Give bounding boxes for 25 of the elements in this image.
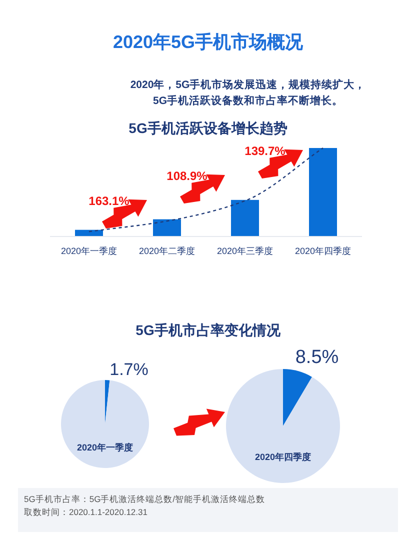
annotation: 163.1% — [88, 194, 130, 208]
data-label: 8.5% — [295, 347, 339, 368]
text: 2020年5G手机市场概况 — [112, 32, 304, 52]
text: 5G手机市占率变化情况 — [136, 322, 282, 338]
pie-slice — [226, 369, 340, 483]
text: 2020年四季度 — [254, 452, 312, 462]
bar — [231, 200, 259, 236]
text: 取数时间：2020.1.1-2020.12.31 — [24, 507, 148, 517]
annotation: 139.7% — [244, 144, 286, 158]
pie-slice — [61, 380, 149, 468]
pie-slice — [105, 380, 110, 424]
bar — [75, 230, 103, 236]
pie-slice — [283, 369, 312, 426]
text: 2020年一季度 — [76, 442, 134, 452]
x-tick-label: 2020年三季度 — [216, 246, 274, 256]
x-tick-label: 2020年四季度 — [294, 246, 352, 256]
x-tick-label: 2020年二季度 — [138, 246, 196, 256]
annotation: 108.9% — [166, 169, 208, 183]
bar — [309, 148, 337, 236]
data-label: 1.7% — [110, 360, 148, 379]
text: 2020年，5G手机市场发展迅速，规模持续扩大， 5G手机活跃设备数和市占率不断增长。 — [130, 78, 366, 107]
text: 5G手机市占率：5G手机激活终端总数/智能手机激活终端总数 — [24, 494, 266, 504]
bar — [153, 219, 181, 236]
chart-title: 5G手机活跃设备增长趋势 — [128, 120, 288, 136]
x-tick-label: 2020年一季度 — [60, 246, 118, 256]
